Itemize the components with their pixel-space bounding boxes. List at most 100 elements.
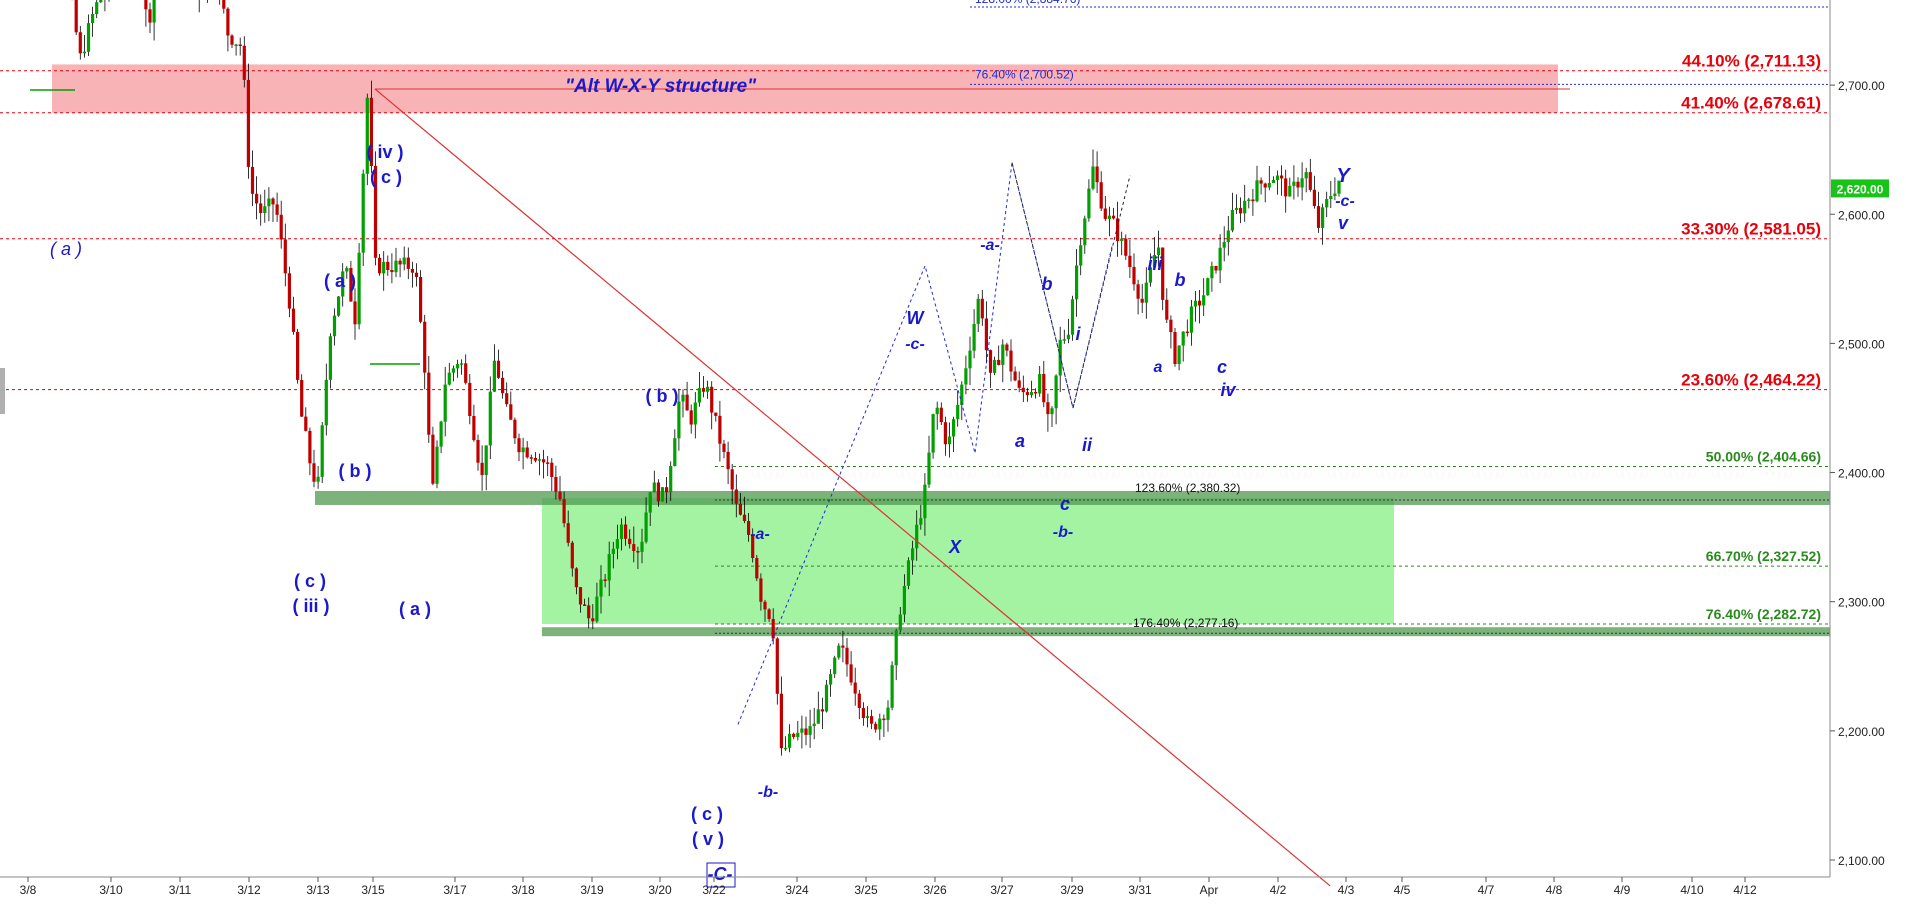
candle-body	[468, 382, 472, 416]
candle-body	[800, 728, 804, 733]
candle-body	[1157, 247, 1161, 255]
wave-label: ( b )	[646, 386, 679, 406]
candle-body	[1001, 344, 1005, 365]
candle-body	[693, 402, 697, 425]
candle-body	[513, 419, 517, 439]
candle-body	[1087, 188, 1091, 219]
candle-body	[628, 538, 632, 545]
candle-body	[997, 359, 1001, 365]
candle-body	[751, 534, 755, 558]
candle-body	[677, 401, 681, 439]
left-edge-tab	[0, 368, 5, 414]
candle-body	[1013, 371, 1017, 381]
candle-body	[640, 541, 644, 552]
candle-body	[74, 0, 78, 33]
green-level-label: 76.40% (2,282.72)	[1706, 606, 1821, 622]
candle-body	[99, 0, 103, 3]
candle-body	[931, 414, 935, 453]
last-price-badge	[1831, 179, 1889, 198]
candle-body	[263, 206, 267, 213]
candle-body	[935, 407, 939, 415]
candle-body	[1288, 185, 1292, 197]
candle-body	[972, 324, 976, 351]
candle-body	[1280, 175, 1284, 179]
candle-body	[1140, 298, 1144, 303]
candle-body	[1034, 392, 1038, 394]
wave-label: a	[1015, 431, 1025, 451]
candle-body	[1111, 215, 1116, 219]
y-tick-label: 2,100.00	[1838, 854, 1885, 868]
candle-body	[734, 489, 738, 504]
wave-label: ( b )	[339, 461, 372, 481]
candle-body	[714, 412, 718, 416]
candle-body	[148, 9, 152, 23]
candle-body	[812, 723, 816, 727]
candle-body	[529, 457, 533, 459]
candle-body	[1185, 331, 1189, 334]
candle-body	[890, 665, 894, 708]
candle-body	[78, 32, 82, 54]
candle-body	[226, 8, 230, 36]
x-tick-label: 3/25	[854, 883, 878, 897]
candle-body	[1054, 375, 1058, 409]
candle-body	[353, 301, 357, 325]
band-123-6	[315, 490, 1830, 505]
candle-body	[1198, 300, 1202, 306]
x-tick-label: 4/8	[1546, 883, 1563, 897]
candle-body	[308, 430, 312, 464]
candle-body	[886, 707, 890, 720]
candle-body	[1021, 387, 1025, 393]
candle-body	[369, 97, 373, 166]
retracement-label: 41.40% (2,678.61)	[1681, 94, 1821, 113]
band-176-4	[542, 627, 1830, 637]
wave-label: -C-	[708, 864, 733, 884]
candle-body	[853, 682, 857, 694]
wave-label: ( c )	[691, 804, 723, 824]
candle-body	[656, 482, 660, 502]
candle-body	[738, 503, 742, 515]
candle-body	[669, 466, 673, 493]
wave-label: Y	[1336, 165, 1351, 187]
green-level-label: 66.70% (2,327.52)	[1706, 548, 1821, 564]
candle-body	[673, 438, 677, 466]
wave-label: ( a )	[324, 271, 356, 291]
candle-body	[1234, 207, 1239, 210]
candle-body	[861, 707, 865, 718]
candle-body	[660, 487, 665, 502]
candle-body	[947, 436, 952, 445]
candle-body	[808, 726, 812, 735]
candle-body	[431, 434, 435, 484]
wave-label: X	[948, 537, 962, 557]
candle-body	[1009, 350, 1013, 372]
candle-body	[1136, 284, 1140, 299]
candle-body	[1267, 183, 1271, 188]
candle-body	[496, 360, 501, 378]
candle-body	[300, 380, 304, 417]
candle-body	[460, 363, 464, 365]
candle-body	[874, 723, 878, 730]
x-tick-label: 3/22	[702, 883, 726, 897]
candle-body	[1124, 238, 1128, 256]
candle-body	[697, 388, 701, 403]
candle-body	[488, 391, 492, 446]
wave-label: c	[1060, 494, 1070, 514]
wave-label: v	[1338, 213, 1349, 233]
candle-body	[816, 709, 820, 724]
candle-body	[472, 416, 476, 441]
candle-body	[906, 560, 911, 586]
candle-body	[1321, 207, 1325, 228]
x-tick-label: 4/3	[1338, 883, 1355, 897]
wave-label: ( c )	[294, 571, 326, 591]
candle-body	[583, 604, 587, 606]
candle-body	[341, 271, 345, 297]
candle-body	[1189, 306, 1193, 333]
wave-label: ( c )	[370, 167, 402, 187]
candle-body	[865, 716, 870, 718]
retracement-label: 44.10% (2,711.13)	[1682, 52, 1821, 71]
candle-body	[591, 618, 595, 622]
candle-body	[976, 298, 980, 324]
candle-body	[464, 363, 468, 383]
extension-label: 176.40% (2,277.16)	[1133, 616, 1238, 630]
x-tick-label: 3/15	[361, 883, 385, 897]
candle-body	[86, 23, 91, 52]
